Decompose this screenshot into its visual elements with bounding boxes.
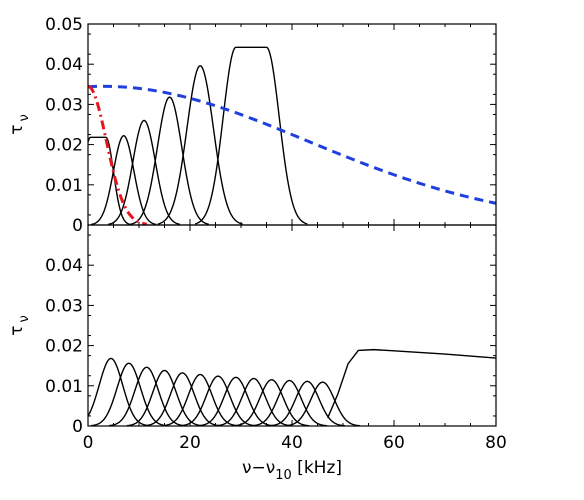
series-line-5 <box>157 65 243 225</box>
series-line-9 <box>216 377 292 426</box>
y-tick-label: 0.01 <box>45 176 83 196</box>
series-line-13 <box>285 381 361 426</box>
bottom-panel: 0 20 40 60 80 0 0.01 0.02 0.03 0.04 τν ν−ν10 [kHz] <box>7 224 507 483</box>
x-tick-label: 0 <box>83 433 94 453</box>
series-line-8 <box>198 376 274 426</box>
series-line-3 <box>109 366 185 426</box>
series-line-8 <box>88 84 147 225</box>
series-line-12 <box>269 380 345 426</box>
series-line-5 <box>144 372 220 426</box>
series-line-10 <box>234 379 310 426</box>
series-line-6 <box>194 46 308 225</box>
x-tick-label: 20 <box>179 433 201 453</box>
y-tick-label: 0.03 <box>45 296 83 316</box>
y-tick-label: 0.01 <box>45 377 83 397</box>
x-tick-label: 80 <box>485 433 507 453</box>
y-axis-label: τν <box>7 315 32 336</box>
series-line-4 <box>130 96 209 225</box>
y-tick-label: 0.05 <box>45 15 83 35</box>
series-line-7 <box>88 84 496 205</box>
x-tick-label: 40 <box>281 433 303 453</box>
series-line-6 <box>162 373 238 426</box>
top-panel: 0 0.01 0.02 0.03 0.04 0.05 τν <box>7 15 497 236</box>
y-tick-label: 0.02 <box>45 136 83 156</box>
y-tick-label: 0.02 <box>45 337 83 357</box>
series-line-7 <box>180 375 256 426</box>
y-tick-label: 0.03 <box>45 95 83 115</box>
y-tick-label: 0 <box>72 216 83 236</box>
series-line-2 <box>91 362 167 426</box>
series-line-11 <box>251 379 328 426</box>
y-tick-label: 0.04 <box>45 256 83 276</box>
y-tick-label: 0.04 <box>45 55 83 75</box>
series-line-2 <box>90 135 157 225</box>
series-line-14 <box>327 348 496 419</box>
x-axis-label: ν−ν10 [kHz] <box>242 458 342 483</box>
y-tick-label: 0 <box>72 417 83 437</box>
plot-frame <box>87 224 497 427</box>
series-line-1 <box>88 136 131 225</box>
y-axis-label: τν <box>7 114 32 135</box>
series-line-3 <box>108 119 181 225</box>
x-tick-label: 60 <box>383 433 405 453</box>
series-line-1 <box>88 357 149 426</box>
